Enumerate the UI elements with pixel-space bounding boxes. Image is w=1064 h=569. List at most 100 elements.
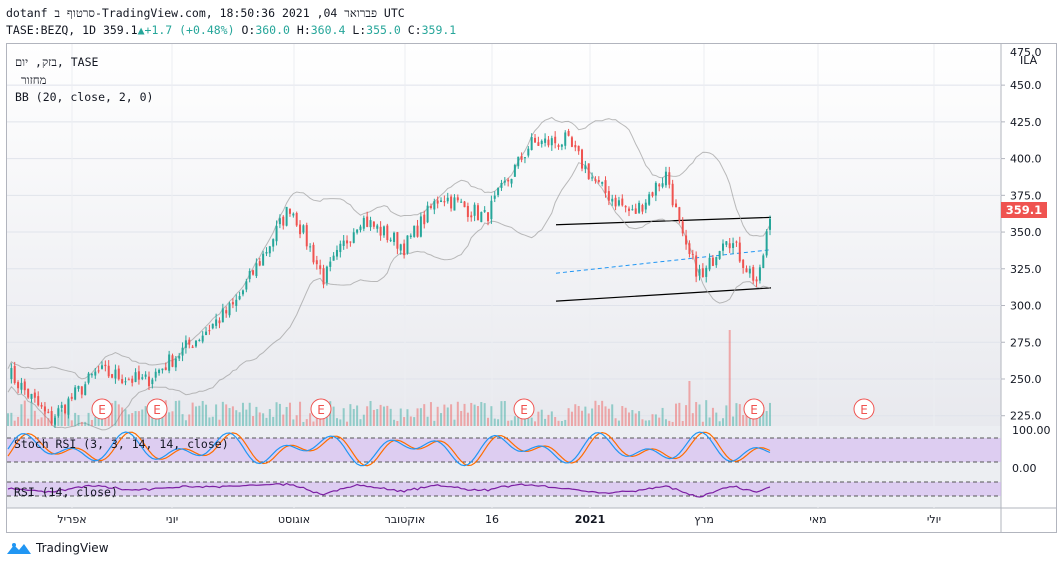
price-tick-label: 450.0	[1010, 79, 1042, 92]
volume-bar	[17, 416, 20, 426]
candle-body	[265, 252, 268, 254]
candle-body	[359, 226, 362, 231]
volume-bar	[124, 409, 127, 426]
volume-bar	[564, 419, 567, 426]
candle-body	[634, 208, 637, 214]
candle-body	[208, 330, 211, 332]
channel-upper-line	[555, 216, 772, 226]
candle-body	[376, 225, 379, 229]
candle-body	[554, 136, 557, 144]
candle-body	[534, 137, 537, 143]
candle-body	[393, 232, 396, 242]
volume-bar	[225, 404, 228, 426]
candle-body	[299, 224, 302, 235]
chart-frame[interactable]	[6, 43, 1057, 533]
volume-bar	[13, 420, 16, 426]
candle-body	[20, 382, 23, 390]
legend-title[interactable]: בזק, יום, TASE	[15, 55, 99, 69]
candle-body	[362, 217, 365, 229]
candle-body	[654, 182, 657, 196]
volume-bar	[591, 408, 594, 426]
candle-body	[272, 239, 275, 247]
earnings-marker-label: E	[860, 403, 868, 417]
candle-body	[567, 130, 570, 136]
candle-body	[473, 204, 476, 216]
volume-bar	[272, 416, 275, 426]
volume-bar	[359, 419, 362, 426]
candle-body	[305, 225, 308, 247]
candle-body	[67, 398, 70, 415]
candle-body	[97, 370, 100, 372]
candle-body	[325, 266, 328, 283]
volume-bar	[131, 413, 134, 426]
candle-body	[587, 163, 590, 180]
volume-bar	[577, 405, 580, 426]
earnings-marker	[513, 398, 535, 420]
candle-body	[252, 270, 255, 275]
legend-stoch-rsi[interactable]: Stoch RSI (3, 3, 14, 14, close)	[14, 437, 229, 451]
candle-body	[13, 365, 16, 383]
open-label: O:	[241, 23, 256, 37]
volume-bar	[6, 413, 10, 426]
volume-bar	[480, 402, 483, 426]
candle-body	[564, 132, 567, 146]
volume-bar	[299, 401, 302, 426]
candle-body	[537, 142, 540, 146]
candle-body	[711, 257, 714, 266]
candle-body	[168, 354, 171, 371]
volume-bar	[379, 404, 382, 426]
volume-bar	[393, 419, 396, 426]
candle-body	[446, 197, 449, 202]
volume-bar	[648, 420, 651, 426]
candle-body	[37, 396, 40, 406]
candle-body	[748, 268, 751, 274]
volume-bar	[570, 411, 573, 426]
candle-body	[17, 382, 20, 389]
volume-bar	[64, 411, 67, 426]
candle-body	[416, 225, 419, 237]
price-tick-label: 400.0	[1010, 153, 1042, 166]
candle-body	[493, 195, 496, 199]
candle-body	[144, 374, 147, 377]
volume-bar	[493, 418, 496, 426]
volume-bar	[534, 421, 537, 426]
volume-bar	[171, 411, 174, 426]
candle-body	[403, 243, 406, 256]
legend-rsi[interactable]: RSI (14, close)	[14, 485, 118, 499]
candle-body	[302, 225, 305, 233]
candle-body	[231, 302, 234, 305]
candle-body	[399, 244, 402, 251]
tradingview-footer[interactable]: TradingView	[6, 541, 109, 555]
time-tick-label: יוני	[166, 513, 178, 526]
volume-bar	[722, 418, 725, 426]
volume-bar	[433, 420, 436, 426]
volume-bar	[671, 421, 674, 426]
candle-body	[64, 404, 67, 414]
low-label: L:	[352, 23, 367, 37]
volume-bar	[80, 421, 83, 426]
legend-volume[interactable]: מחזור	[21, 73, 47, 87]
candle-body	[228, 303, 231, 316]
candle-body	[601, 182, 604, 184]
candle-body	[245, 281, 248, 290]
volume-bar	[483, 403, 486, 426]
volume-bar	[94, 416, 97, 426]
volume-bar	[601, 400, 604, 426]
price-tick-label: 375.0	[1010, 189, 1042, 202]
volume-bar	[389, 408, 392, 426]
last-price-badge-text: 359.1	[1006, 203, 1042, 217]
candle-body	[470, 215, 473, 218]
candle-body	[77, 385, 80, 389]
candle-body	[483, 210, 486, 212]
volume-bar	[221, 401, 224, 426]
last-price: 359.1	[102, 23, 138, 37]
legend-bb[interactable]: BB (20, close, 2, 0)	[15, 90, 153, 104]
volume-bar	[705, 400, 708, 426]
candle-body	[510, 178, 513, 184]
price-tick-label: 275.0	[1010, 336, 1042, 349]
tradingview-brand: TradingView	[36, 541, 109, 555]
candle-body	[738, 242, 741, 262]
candle-body	[292, 213, 295, 216]
volume-bar	[732, 416, 735, 426]
